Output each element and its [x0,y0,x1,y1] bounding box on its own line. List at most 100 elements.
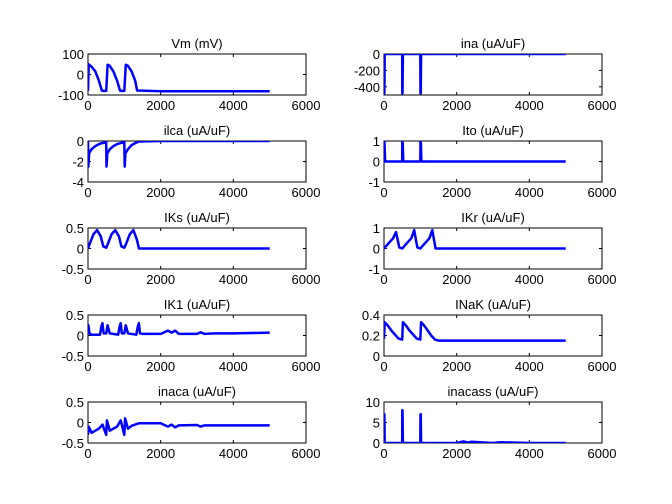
y-tick-label: 0 [77,416,84,431]
y-tick-label: 0 [77,329,84,344]
series-line-0 [384,54,566,95]
x-tick-label: 0 [84,98,91,113]
x-tick-label: 0 [380,272,387,287]
axes-frame [383,314,603,357]
x-tick-label: 6000 [292,446,321,461]
series-line-0 [88,63,270,93]
subplot-title: IKs (uA/uF) [164,210,230,225]
y-tick-label: 0 [373,436,380,451]
series-line-0 [88,417,270,437]
series-line-0 [88,228,270,250]
y-tick-label: 1 [373,221,380,236]
x-tick-label: 6000 [588,98,617,113]
x-tick-label: 4000 [515,185,544,200]
x-tick-label: 4000 [515,359,544,374]
y-tick-label: 1 [373,134,380,149]
y-tick-label: 0.4 [362,308,380,323]
x-tick-label: 2000 [146,446,175,461]
subplot-title: Ito (uA/uF) [462,123,523,138]
x-tick-label: 4000 [515,272,544,287]
series-line-0 [384,408,566,443]
x-tick-label: 4000 [219,359,248,374]
y-tick-label: 0 [373,47,380,62]
series-line-0 [88,141,270,168]
x-tick-label: 4000 [219,272,248,287]
x-tick-label: 0 [84,446,91,461]
subplot-title: inaca (uA/uF) [158,384,236,399]
x-tick-label: 4000 [515,446,544,461]
y-tick-label: 0.5 [66,308,84,323]
y-tick-label: 100 [62,47,84,62]
y-tick-label: -0.5 [62,262,84,277]
y-tick-label: 0 [77,68,84,83]
y-tick-label: 0 [373,155,380,170]
subplot-title: Vm (mV) [171,36,222,51]
y-tick-label: -0.5 [62,349,84,364]
y-tick-label: 0.5 [66,221,84,236]
y-tick-label: -0.5 [62,436,84,451]
x-tick-label: 4000 [219,446,248,461]
subplot-title: IKr (uA/uF) [461,210,525,225]
x-tick-label: 2000 [442,446,471,461]
y-tick-label: -100 [58,88,84,103]
x-tick-label: 2000 [146,185,175,200]
series-line-0 [384,228,566,250]
x-tick-label: 6000 [292,272,321,287]
y-tick-label: 5 [373,416,380,431]
y-tick-label: -4 [72,175,84,190]
y-tick-label: -2 [72,155,84,170]
x-tick-label: 4000 [515,98,544,113]
x-tick-label: 2000 [442,185,471,200]
y-tick-label: 10 [366,395,380,410]
y-tick-label: 0.2 [362,329,380,344]
series-line-0 [88,321,270,336]
y-tick-label: 0 [77,242,84,257]
x-tick-label: 0 [84,359,91,374]
x-tick-label: 4000 [219,98,248,113]
subplot-title: inacass (uA/uF) [447,384,538,399]
y-tick-label: 0 [373,242,380,257]
x-tick-label: 0 [380,98,387,113]
series-line-0 [384,320,566,342]
y-tick-label: -1 [368,262,380,277]
x-tick-label: 0 [380,446,387,461]
x-tick-label: 0 [84,272,91,287]
axes-frame [383,401,603,444]
x-tick-label: 6000 [292,98,321,113]
x-tick-label: 2000 [442,359,471,374]
subplot-title: INaK (uA/uF) [455,297,531,312]
subplot-title: ina (uA/uF) [461,36,525,51]
x-tick-label: 2000 [442,272,471,287]
axes-frame [87,314,307,357]
y-tick-label: 0 [77,134,84,149]
x-tick-label: 6000 [588,359,617,374]
x-tick-label: 6000 [292,185,321,200]
x-tick-label: 6000 [588,446,617,461]
subplot-title: IK1 (uA/uF) [164,297,230,312]
x-tick-label: 2000 [146,98,175,113]
x-tick-label: 6000 [588,272,617,287]
x-tick-label: 4000 [219,185,248,200]
y-tick-label: 0.5 [66,395,84,410]
subplot-title: ilca (uA/uF) [164,123,230,138]
y-tick-label: -400 [354,80,380,95]
y-tick-label: -1 [368,175,380,190]
y-tick-label: 0 [373,349,380,364]
x-tick-label: 0 [84,185,91,200]
series-line-0 [384,141,566,163]
y-tick-label: -200 [354,63,380,78]
axes-frame [87,140,307,183]
x-tick-label: 2000 [442,98,471,113]
x-tick-label: 0 [380,359,387,374]
x-tick-label: 2000 [146,359,175,374]
